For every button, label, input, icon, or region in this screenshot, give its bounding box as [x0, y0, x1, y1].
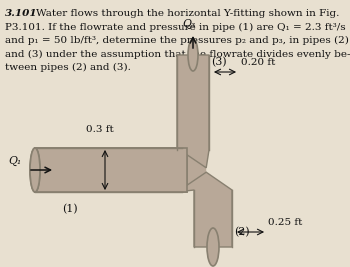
Text: (1): (1)	[62, 204, 78, 214]
Text: (3): (3)	[211, 57, 227, 67]
Text: 3.101: 3.101	[5, 9, 38, 18]
Text: Q₃: Q₃	[182, 19, 196, 29]
Text: P3.101. If the flowrate and pressure in pipe (1) are Q₁ = 2.3 ft³/s: P3.101. If the flowrate and pressure in …	[5, 22, 346, 32]
Text: (2): (2)	[234, 227, 250, 237]
Text: 0.3 ft: 0.3 ft	[86, 125, 114, 134]
Text: and (3) under the assumption that the flowrate divides evenly be-: and (3) under the assumption that the fl…	[5, 49, 350, 59]
Polygon shape	[177, 55, 209, 168]
Text: and p₁ = 50 lb/ft³, determine the pressures p₂ and p₃, in pipes (2): and p₁ = 50 lb/ft³, determine the pressu…	[5, 36, 349, 45]
Bar	[35, 148, 187, 192]
Text: tween pipes (2) and (3).: tween pipes (2) and (3).	[5, 63, 131, 72]
Ellipse shape	[207, 228, 219, 266]
Text: 0.20 ft: 0.20 ft	[241, 58, 275, 67]
Bar	[35, 148, 187, 192]
Polygon shape	[177, 148, 206, 192]
Ellipse shape	[30, 148, 40, 192]
Text: Water flows through the horizontal Y-fitting shown in Fig.: Water flows through the horizontal Y-fit…	[36, 9, 340, 18]
Ellipse shape	[30, 148, 40, 192]
Text: 0.25 ft: 0.25 ft	[268, 218, 302, 227]
Text: Q₁: Q₁	[9, 156, 22, 166]
Polygon shape	[177, 172, 232, 247]
Ellipse shape	[188, 39, 198, 71]
